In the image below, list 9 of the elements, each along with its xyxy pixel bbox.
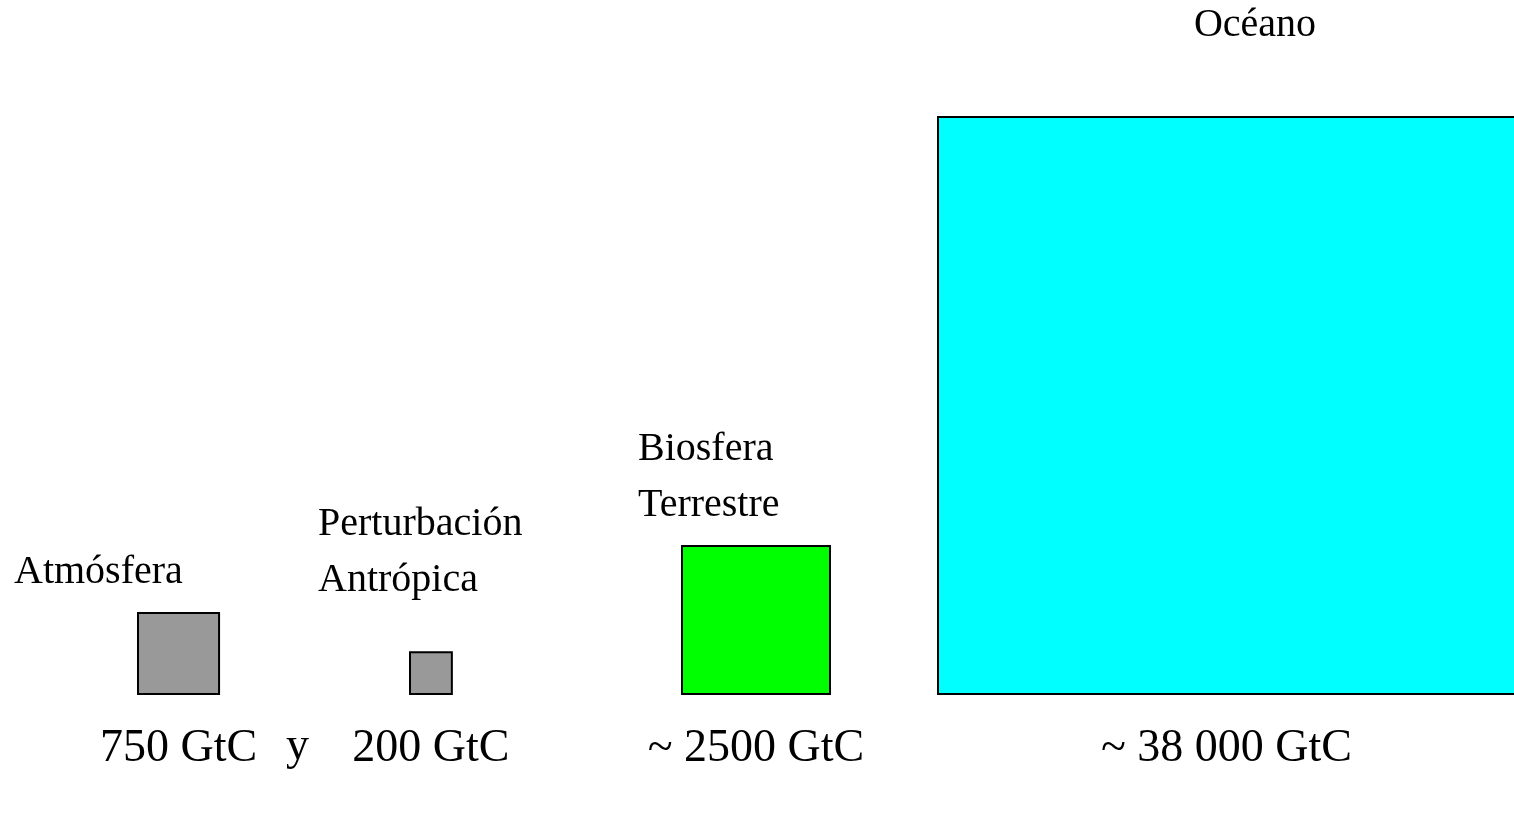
data-label: 200 GtC [352,719,510,771]
category-label: Perturbación Antrópica [318,498,523,600]
data-label: ~ 2500 GtC [647,719,865,771]
data-label: 750 GtC [99,719,258,771]
data-label: ~ 38 000 GtC [1100,719,1353,771]
text: y [286,717,309,769]
category-label: Atmósfera [14,546,184,592]
category-label: Océano [1193,0,1317,45]
category-label: Biosfera Terrestre [638,423,780,525]
